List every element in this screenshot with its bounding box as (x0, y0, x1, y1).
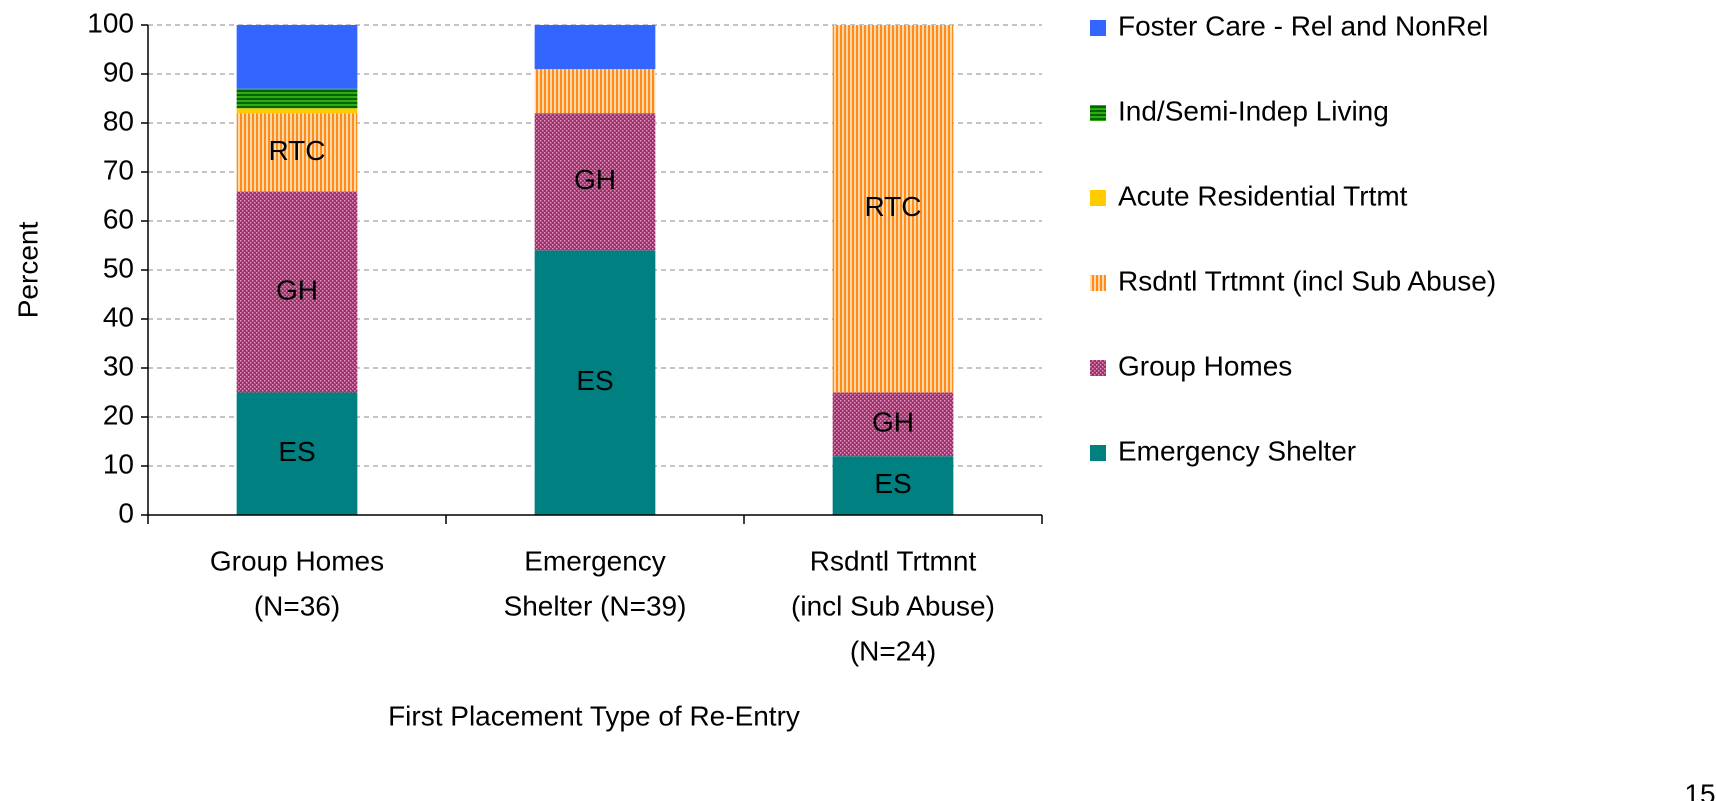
bar-segment (832, 392, 954, 457)
segment-label: GH (872, 407, 914, 438)
x-tick-label: Rsdntl Trtmnt (810, 545, 977, 576)
y-tick-label: 100 (87, 7, 134, 38)
x-tick-label: Shelter (N=39) (504, 590, 687, 621)
y-tick-label: 80 (103, 105, 134, 136)
legend-label: Rsdntl Trtmnt (incl Sub Abuse) (1118, 265, 1496, 296)
x-tick-label: Emergency (524, 545, 666, 576)
segment-label: GH (276, 274, 318, 305)
bar-segment (236, 191, 358, 393)
legend-label: Acute Residential Trtmt (1118, 180, 1408, 211)
legend-swatch (1090, 20, 1106, 36)
bar-segment (236, 113, 358, 192)
legend-label: Emergency Shelter (1118, 435, 1356, 466)
y-tick-label: 90 (103, 56, 134, 87)
segment-label: RTC (864, 191, 921, 222)
x-axis-title: First Placement Type of Re-Entry (388, 700, 800, 731)
legend-label: Ind/Semi-Indep Living (1118, 95, 1389, 126)
legend-swatch (1090, 275, 1106, 291)
y-tick-label: 0 (118, 497, 134, 528)
segment-label: ES (278, 436, 315, 467)
y-tick-label: 40 (103, 301, 134, 332)
y-tick-label: 20 (103, 399, 134, 430)
y-tick-label: 30 (103, 350, 134, 381)
y-tick-label: 50 (103, 252, 134, 283)
bar-segment (534, 250, 656, 515)
x-tick-label: (N=36) (254, 590, 340, 621)
y-tick-label: 60 (103, 203, 134, 234)
bar-segment (534, 69, 656, 114)
x-tick-label: (incl Sub Abuse) (791, 590, 995, 621)
segment-label: ES (874, 468, 911, 499)
bar-segment (534, 113, 656, 251)
y-tick-label: 70 (103, 154, 134, 185)
legend-swatch (1090, 445, 1106, 461)
bar-segment (534, 25, 656, 70)
legend-swatch (1090, 105, 1106, 121)
segment-label: ES (576, 365, 613, 396)
bar-segment (236, 88, 358, 109)
y-axis-title: Percent (12, 222, 43, 319)
y-tick-label: 10 (103, 448, 134, 479)
legend-swatch (1090, 360, 1106, 376)
x-tick-label: Group Homes (210, 545, 384, 576)
segment-label: RTC (268, 135, 325, 166)
legend-label: Foster Care - Rel and NonRel (1118, 10, 1488, 41)
segment-label: GH (574, 164, 616, 195)
bar-segment (236, 392, 358, 515)
bar-segment (832, 456, 954, 515)
page-number: 15 (1684, 778, 1715, 801)
bar-segment (236, 25, 358, 89)
x-tick-label: (N=24) (850, 635, 936, 666)
bar-segment (832, 25, 954, 393)
bar-segment (236, 108, 358, 114)
legend-swatch (1090, 190, 1106, 206)
legend-label: Group Homes (1118, 350, 1292, 381)
